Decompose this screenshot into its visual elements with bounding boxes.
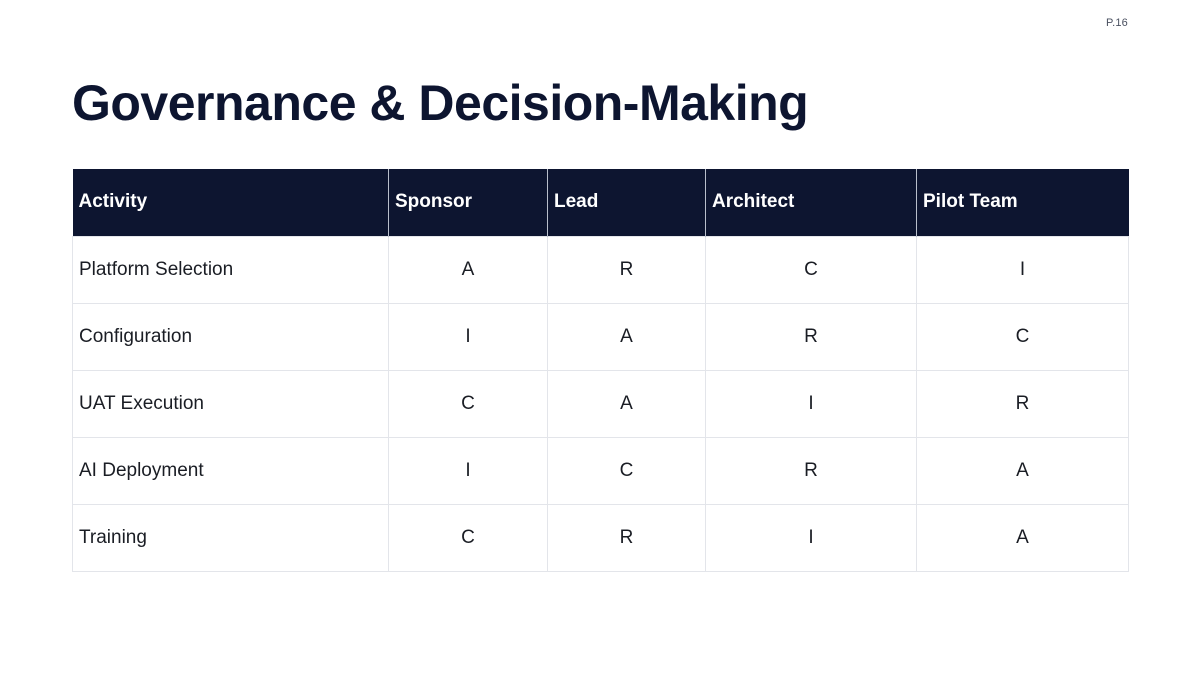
- sponsor-cell: A: [388, 235, 548, 304]
- sponsor-cell: C: [388, 503, 548, 572]
- pilot-team-cell: A: [916, 503, 1129, 572]
- activity-cell: UAT Execution: [72, 369, 389, 438]
- pilot-team-cell: C: [916, 302, 1129, 371]
- column-header-architect: Architect: [705, 169, 917, 236]
- lead-cell: A: [547, 302, 706, 371]
- activity-cell: Platform Selection: [72, 235, 389, 304]
- architect-cell: R: [705, 436, 917, 505]
- column-header-pilot-team: Pilot Team: [916, 169, 1129, 236]
- pilot-team-cell: I: [916, 235, 1129, 304]
- activity-cell: AI Deployment: [72, 436, 389, 505]
- page-title: Governance & Decision-Making: [72, 75, 809, 131]
- page-number: P.16: [1105, 17, 1128, 29]
- activity-cell: Training: [72, 503, 389, 572]
- sponsor-cell: I: [388, 302, 548, 371]
- architect-cell: C: [705, 235, 917, 304]
- pilot-team-cell: R: [916, 369, 1129, 438]
- column-header-activity: Activity: [72, 169, 389, 236]
- sponsor-cell: C: [388, 369, 548, 438]
- lead-cell: A: [547, 369, 706, 438]
- architect-cell: R: [705, 302, 917, 371]
- table-row: Configuration I A R C: [72, 302, 1129, 371]
- table-row: AI Deployment I C R A: [72, 436, 1129, 505]
- activity-cell: Configuration: [72, 302, 389, 371]
- table-header-row: Activity Sponsor Lead Architect Pilot Te…: [72, 169, 1129, 236]
- table-row: UAT Execution C A I R: [72, 369, 1129, 438]
- sponsor-cell: I: [388, 436, 548, 505]
- lead-cell: R: [547, 503, 706, 572]
- architect-cell: I: [705, 503, 917, 572]
- raci-table: Activity Sponsor Lead Architect Pilot Te…: [72, 169, 1129, 572]
- lead-cell: R: [547, 235, 706, 304]
- column-header-sponsor: Sponsor: [388, 169, 548, 236]
- architect-cell: I: [705, 369, 917, 438]
- table-row: Training C R I A: [72, 503, 1129, 572]
- column-header-lead: Lead: [547, 169, 706, 236]
- pilot-team-cell: A: [916, 436, 1129, 505]
- lead-cell: C: [547, 436, 706, 505]
- table-row: Platform Selection A R C I: [72, 235, 1129, 304]
